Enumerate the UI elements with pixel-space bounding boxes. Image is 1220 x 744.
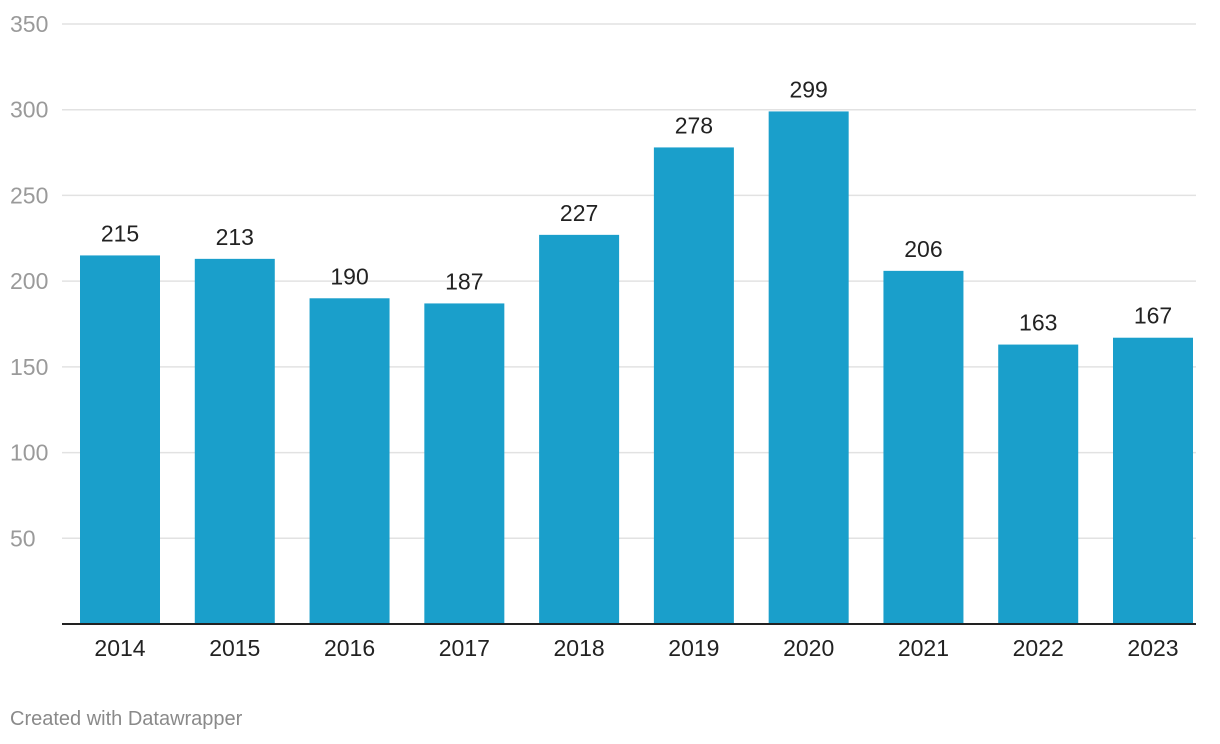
x-tick-label-2014: 2014	[94, 635, 145, 661]
y-tick-label: 150	[10, 354, 48, 380]
data-label-2023: 167	[1134, 303, 1172, 329]
x-tick-label-2018: 2018	[554, 635, 605, 661]
x-tick-label-2016: 2016	[324, 635, 375, 661]
bar-2015	[194, 258, 275, 624]
data-label-2014: 215	[101, 220, 139, 246]
y-tick-label: 300	[10, 97, 48, 123]
data-label-2017: 187	[445, 268, 483, 294]
footer-credit: Created with Datawrapper	[10, 708, 243, 730]
x-tick-label-2017: 2017	[439, 635, 490, 661]
bar-2014	[80, 255, 160, 624]
y-axis-ticks: 50 100 150 200 250 300 350	[10, 11, 48, 551]
x-axis-ticks: 2014 2015 2016 2017 2018 2019 2020 2021 2022 2023	[94, 635, 1178, 661]
data-label-2015: 213	[216, 224, 254, 250]
data-labels: 215 213 190 187 227 278 299 206 163 167	[101, 76, 1172, 335]
data-label-2022: 163	[1019, 310, 1057, 336]
bar-2016	[309, 298, 390, 624]
bar-2023	[1113, 337, 1193, 624]
data-label-2018: 227	[560, 200, 598, 226]
data-label-2016: 190	[330, 263, 368, 289]
bar-2022	[998, 344, 1079, 624]
y-tick-label: 50	[10, 525, 36, 551]
x-tick-label-2020: 2020	[783, 635, 834, 661]
x-tick-label-2015: 2015	[209, 635, 260, 661]
y-tick-label: 100	[10, 440, 48, 466]
x-tick-label-2021: 2021	[898, 635, 949, 661]
bar-2017	[424, 303, 505, 624]
bar-2021	[883, 270, 964, 624]
x-tick-label-2023: 2023	[1127, 635, 1178, 661]
y-tick-label: 200	[10, 268, 48, 294]
y-tick-label: 350	[10, 11, 48, 37]
bar-2019	[653, 147, 734, 624]
bars	[80, 111, 1193, 624]
data-label-2020: 299	[789, 76, 827, 102]
x-tick-label-2019: 2019	[668, 635, 719, 661]
x-tick-label-2022: 2022	[1013, 635, 1064, 661]
data-label-2021: 206	[904, 236, 942, 262]
bar-2018	[539, 234, 620, 624]
bar-2020	[768, 111, 849, 624]
data-label-2019: 278	[675, 112, 713, 138]
y-tick-label: 250	[10, 182, 48, 208]
